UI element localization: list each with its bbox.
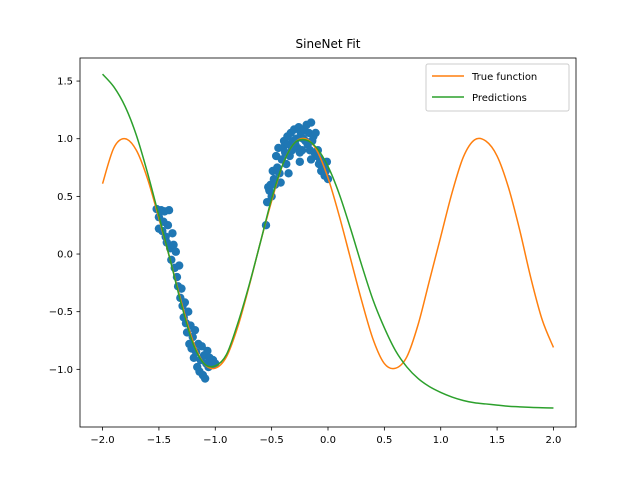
chart-title: SineNet Fit <box>296 37 361 51</box>
y-axis: −1.0 −0.5 0.0 0.5 1.0 1.5 <box>49 77 80 376</box>
scatter-point <box>190 325 200 335</box>
legend: True function Predictions <box>425 63 570 112</box>
x-tick-label: −0.5 <box>259 435 283 446</box>
scatter-point <box>306 155 316 164</box>
scatter-point <box>200 374 210 383</box>
scatter-point <box>276 178 285 187</box>
x-tick-label: 0.0 <box>320 435 336 446</box>
y-tick-label: −0.5 <box>49 307 73 318</box>
scatter-point <box>163 221 173 230</box>
scatter-point <box>295 157 305 166</box>
plot-area <box>101 73 555 409</box>
scatter-point <box>169 240 178 250</box>
scatter-point <box>184 307 193 316</box>
x-tick-label: 0.5 <box>376 435 392 446</box>
y-tick-label: 0.5 <box>57 192 73 203</box>
scatter-point <box>171 247 181 256</box>
scatter-point <box>262 197 272 207</box>
x-tick-label: −1.0 <box>203 435 227 446</box>
x-tick-label: −2.0 <box>90 435 114 446</box>
scatter-point <box>203 346 212 356</box>
y-tick-label: 0.0 <box>57 250 73 261</box>
scatter-point <box>284 169 293 178</box>
x-tick-label: −1.5 <box>147 435 171 446</box>
scatter-point <box>311 128 320 138</box>
predictions-line <box>101 73 554 409</box>
scatter-point <box>175 261 184 270</box>
y-tick-label: 1.0 <box>57 134 73 145</box>
y-tick-label: −1.0 <box>49 365 73 376</box>
scatter-point <box>297 146 307 155</box>
legend-predictions-label: Predictions <box>472 93 527 104</box>
scatter-point <box>197 342 206 351</box>
x-tick-label: 1.0 <box>433 435 449 446</box>
x-axis: −2.0 −1.5 −1.0 −0.5 0.0 0.5 1.0 1.5 2.0 <box>90 427 561 446</box>
scatter-point <box>168 229 177 238</box>
legend-true-function-label: True function <box>471 72 537 83</box>
x-tick-label: 2.0 <box>546 435 562 446</box>
scatter-point <box>177 284 186 293</box>
y-tick-label: 1.5 <box>57 77 73 88</box>
scatter-point <box>164 206 174 215</box>
x-tick-label: 1.5 <box>489 435 505 446</box>
scatter-point <box>306 118 316 127</box>
